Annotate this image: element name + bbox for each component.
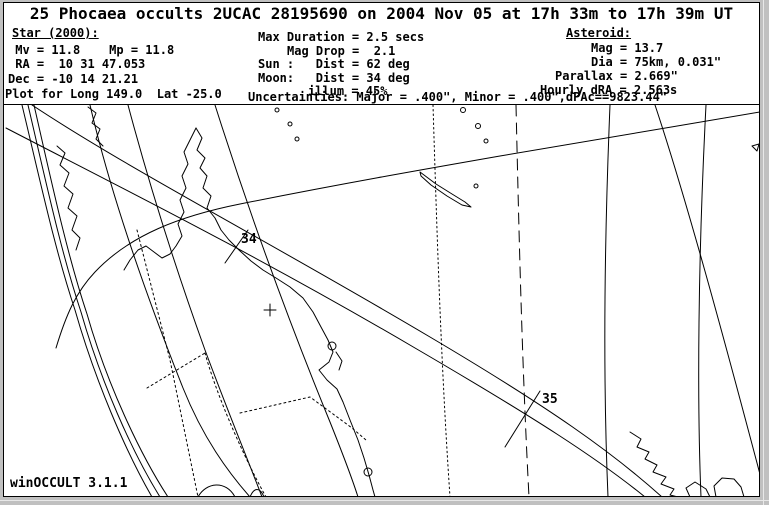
event-uncertainties: Uncertainties: Major = .400", Minor = .4… xyxy=(248,90,668,104)
asteroid-diameter: Dia = 75km, 0.031" xyxy=(591,55,722,69)
star-magnitudes: Mv = 11.8 Mp = 11.8 xyxy=(8,43,175,57)
asteroid-parallax: Parallax = 2.669" xyxy=(555,69,678,83)
plot-title: 25 Phocaea occults 2UCAC 28195690 on 200… xyxy=(29,4,734,23)
event-mag-drop: Mag Drop = 2.1 xyxy=(287,44,396,58)
asteroid-mag: Mag = 13.7 xyxy=(591,41,664,55)
event-moon-illum: illum = 45% xyxy=(308,84,388,98)
star-section-heading: Star (2000): xyxy=(12,26,99,40)
star-dec: Dec = -10 14 21.21 xyxy=(8,72,139,86)
star-ra: RA = 10 31 47.053 xyxy=(8,57,146,71)
header-map-divider xyxy=(4,104,760,105)
event-moon-distance: Moon: Dist = 34 deg xyxy=(258,71,410,85)
frame-highlight-bottom xyxy=(0,500,769,501)
plot-location: Plot for Long 149.0 Lat -25.0 xyxy=(5,87,222,101)
asteroid-section-heading: Asteroid: xyxy=(566,26,632,40)
event-sun-distance: Sun : Dist = 62 deg xyxy=(258,57,410,71)
software-version-label: winOCCULT 3.1.1 xyxy=(10,476,128,491)
event-max-duration: Max Duration = 2.5 secs xyxy=(258,30,425,44)
asteroid-hourly-dra: Hourly dRA = 2.563s xyxy=(540,83,678,97)
frame-highlight-right xyxy=(763,0,764,505)
